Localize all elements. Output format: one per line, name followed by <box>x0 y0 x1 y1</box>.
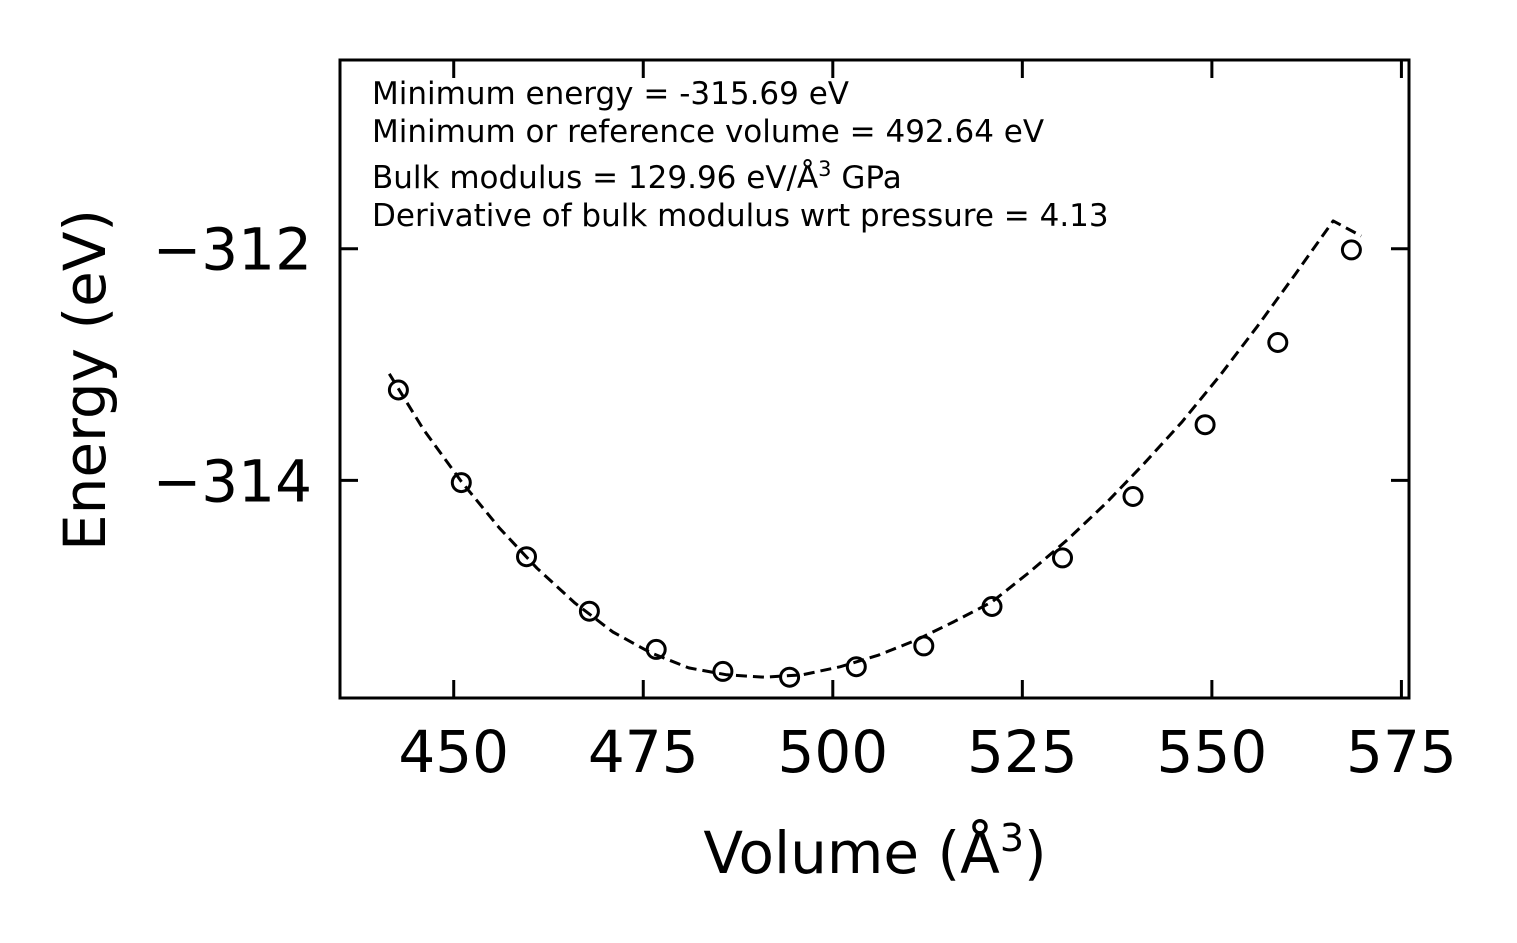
data-point <box>578 600 600 622</box>
x-axis-title-superscript: 3 <box>1000 816 1024 860</box>
y-axis-title: Energy (eV) <box>51 209 119 551</box>
x-tick-label: 575 <box>1346 718 1457 786</box>
data-point <box>1194 414 1216 436</box>
annotation-bulk-modulus-superscript: 3 <box>818 157 831 181</box>
x-tick-label: 500 <box>777 718 888 786</box>
fit-curve-layer <box>388 219 1362 679</box>
annotation-bulk-modulus: Bulk modulus = 129.96 eV/Å3 GPa <box>372 157 902 196</box>
data-point <box>1122 486 1144 507</box>
annotation-min-energy: Minimum energy = -315.69 eV <box>372 76 849 112</box>
data-point <box>645 638 667 660</box>
data-point <box>516 546 537 568</box>
data-point <box>387 379 409 401</box>
x-tick-label: 550 <box>1157 718 1268 786</box>
data-point <box>1267 332 1289 353</box>
annotation-min-volume: Minimum or reference volume = 492.64 eV <box>372 114 1044 150</box>
x-axis-title: Volume (Å3) <box>703 816 1046 887</box>
x-tick-label: 525 <box>967 718 1078 786</box>
data-point <box>712 660 734 682</box>
y-axis-ticks: −312 −314 <box>153 216 1409 515</box>
data-point <box>913 635 935 657</box>
y-tick-label: −312 <box>153 216 312 284</box>
y-tick-label: −314 <box>153 447 312 515</box>
data-point <box>845 656 867 678</box>
x-axis-ticks: 450 475 500 525 550 575 <box>398 60 1457 786</box>
x-tick-label: 450 <box>398 718 509 786</box>
x-tick-label: 475 <box>588 718 699 786</box>
annotation-bulk-modulus-derivative: Derivative of bulk modulus wrt pressure … <box>372 198 1109 234</box>
fit-parameters-annotation: Minimum energy = -315.69 eV Minimum or r… <box>372 76 1109 234</box>
plot-frame <box>338 58 1411 700</box>
data-point <box>450 472 472 494</box>
data-point <box>1340 239 1362 261</box>
fit-curve-line <box>388 219 1362 679</box>
data-point <box>981 596 1003 617</box>
data-point <box>1052 547 1073 569</box>
data-point <box>779 666 801 688</box>
data-points-layer <box>387 239 1362 688</box>
